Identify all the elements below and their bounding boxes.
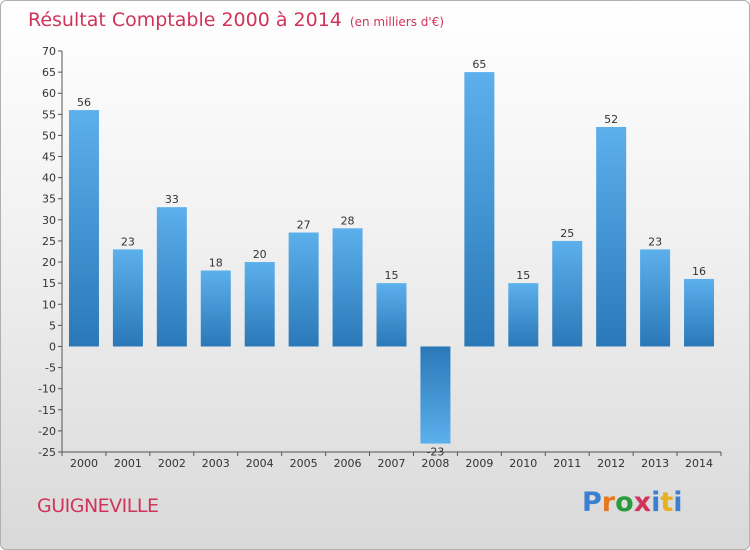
data-label-2005: 27 xyxy=(297,219,311,232)
y-tick-label: -5 xyxy=(45,362,56,375)
bar-2004 xyxy=(244,262,275,347)
bar-2013 xyxy=(640,249,671,347)
data-label-2000: 56 xyxy=(77,96,91,109)
data-label-2011: 25 xyxy=(560,227,574,240)
y-tick-label: 45 xyxy=(42,151,56,164)
logo-letter: P xyxy=(582,487,602,518)
data-label-2002: 33 xyxy=(165,193,179,206)
x-tick-label-2002: 2002 xyxy=(158,457,186,470)
chart-subtitle: (en milliers d'€) xyxy=(349,15,445,29)
x-tick-label-2007: 2007 xyxy=(378,457,406,470)
x-tick-label-2011: 2011 xyxy=(553,457,581,470)
data-label-2006: 28 xyxy=(341,214,355,227)
proxiti-logo: Proxiti xyxy=(582,487,683,518)
data-label-2001: 23 xyxy=(121,235,135,248)
bar-2001 xyxy=(112,249,143,347)
y-tick-label: 30 xyxy=(42,214,56,227)
bar-2005 xyxy=(288,232,319,347)
y-tick-label: 20 xyxy=(42,256,56,269)
x-tick-label-2014: 2014 xyxy=(685,457,713,470)
logo-letter: r xyxy=(601,487,616,518)
bar-2011 xyxy=(552,240,583,347)
town-name: GUIGNEVILLE xyxy=(37,495,159,517)
logo-letter: t xyxy=(660,487,674,518)
y-tick-label: 0 xyxy=(49,340,56,353)
data-label-2010: 15 xyxy=(516,269,530,282)
data-label-2012: 52 xyxy=(604,113,618,126)
x-tick-label-2004: 2004 xyxy=(246,457,274,470)
y-tick-label: 55 xyxy=(42,108,56,121)
data-label-2004: 20 xyxy=(253,248,267,261)
bar-2007 xyxy=(376,283,407,347)
x-tick-label-2013: 2013 xyxy=(641,457,669,470)
y-tick-label: 25 xyxy=(42,235,56,248)
bar-2008 xyxy=(420,346,451,444)
y-tick-label: -25 xyxy=(38,446,56,459)
bar-2006 xyxy=(332,228,363,347)
x-tick-label-2005: 2005 xyxy=(290,457,318,470)
bar-2000 xyxy=(68,110,99,347)
y-tick-label: -10 xyxy=(38,383,56,396)
y-tick-label: 35 xyxy=(42,193,56,206)
x-tick-label-2009: 2009 xyxy=(465,457,493,470)
x-tick-label-2006: 2006 xyxy=(334,457,362,470)
x-tick-label-2008: 2008 xyxy=(421,457,449,470)
y-tick-label: -20 xyxy=(38,425,56,438)
logo-letter: o xyxy=(615,487,634,518)
data-label-2013: 23 xyxy=(648,235,662,248)
logo-letter: i xyxy=(673,487,683,518)
bar-2003 xyxy=(200,270,231,347)
bar-2012 xyxy=(596,126,627,347)
y-tick-label: 15 xyxy=(42,277,56,290)
data-label-2008: -23 xyxy=(426,446,444,459)
x-tick-label-2003: 2003 xyxy=(202,457,230,470)
data-label-2007: 15 xyxy=(385,269,399,282)
bar-2014 xyxy=(684,278,715,347)
logo-letter: i xyxy=(651,487,661,518)
y-tick-label: 40 xyxy=(42,172,56,185)
y-tick-label: 60 xyxy=(42,87,56,100)
y-tick-label: 50 xyxy=(42,129,56,142)
data-label-2003: 18 xyxy=(209,256,223,269)
y-tick-label: 5 xyxy=(49,319,56,332)
chart-title-text: Résultat Comptable 2000 à 2014 xyxy=(28,9,342,31)
data-label-2009: 65 xyxy=(472,58,486,71)
y-tick-label: 70 xyxy=(42,45,56,58)
y-tick-label: 10 xyxy=(42,298,56,311)
y-tick-label: -15 xyxy=(38,404,56,417)
x-tick-label-2000: 2000 xyxy=(70,457,98,470)
y-tick-label: 65 xyxy=(42,66,56,79)
logo-letter: x xyxy=(633,487,652,518)
bar-2002 xyxy=(156,207,187,347)
x-tick-label-2001: 2001 xyxy=(114,457,142,470)
data-label-2014: 16 xyxy=(692,265,706,278)
x-tick-label-2010: 2010 xyxy=(509,457,537,470)
bar-2009 xyxy=(464,72,495,347)
bar-2010 xyxy=(508,283,539,347)
chart-title: Résultat Comptable 2000 à 2014 (en millie… xyxy=(28,9,444,31)
x-tick-label-2012: 2012 xyxy=(597,457,625,470)
